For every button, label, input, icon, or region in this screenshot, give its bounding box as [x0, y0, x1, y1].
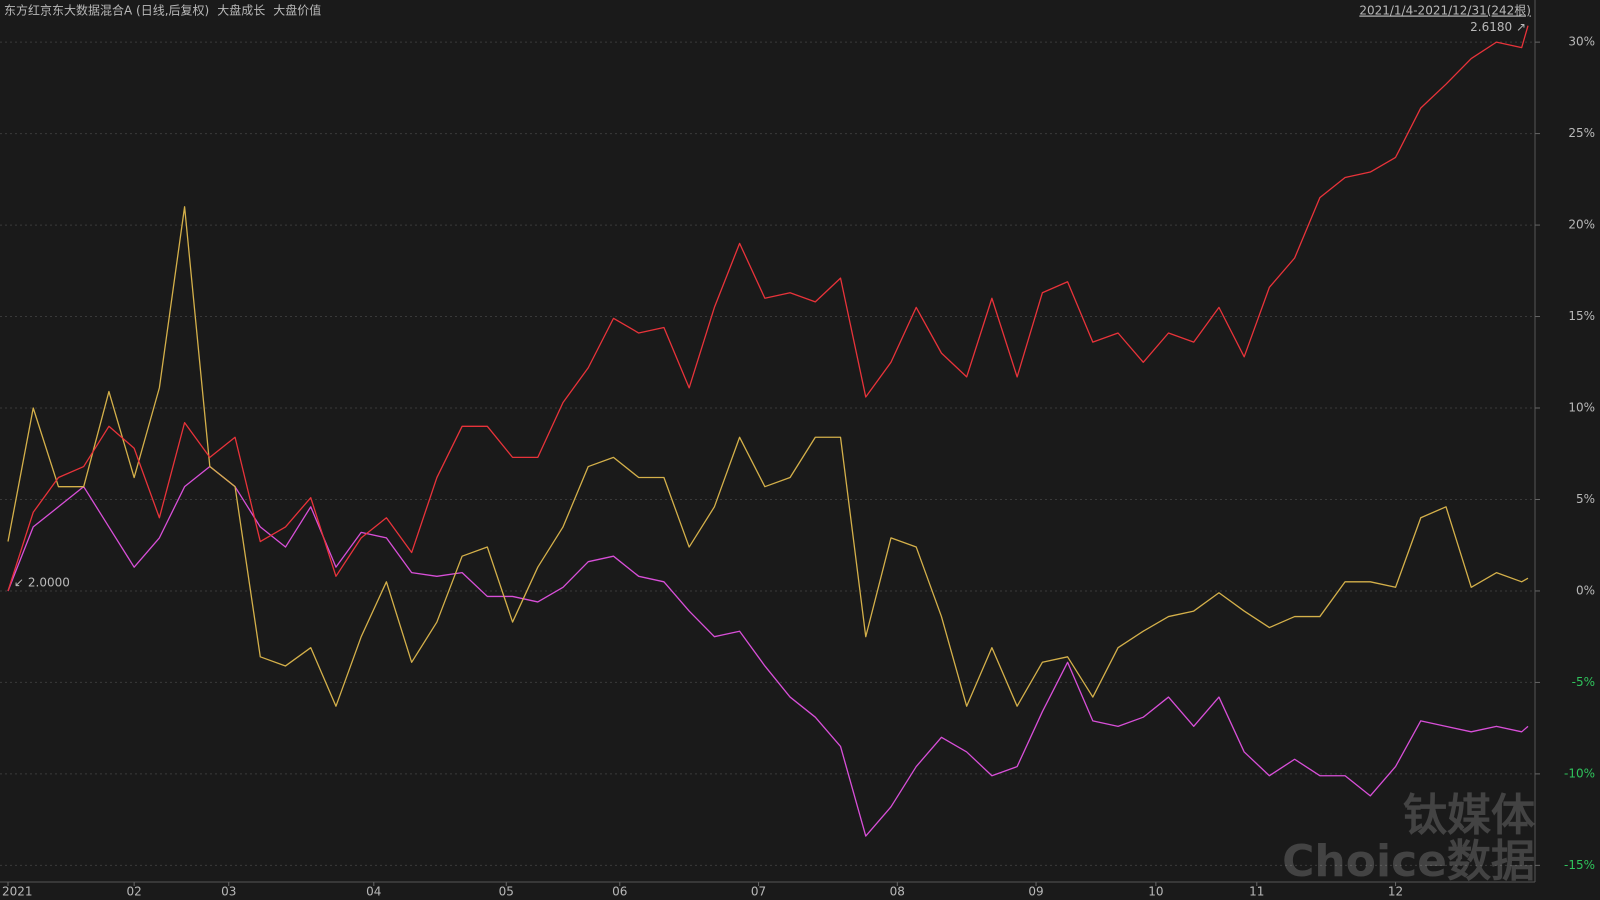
annotation: ↙ 2.0000: [14, 575, 70, 589]
series-line: [7, 25, 1529, 592]
series-line: [7, 465, 1529, 837]
annotation: 2.6180 ↗: [1470, 20, 1526, 34]
y-tick-label: -15%: [1564, 858, 1595, 872]
x-tick-label: 12: [1388, 885, 1403, 899]
x-tick-label: 04: [366, 885, 381, 899]
watermark: 钛媒体: [1403, 790, 1535, 841]
legend-entry: 东方红京东大数据混合A (日线,后复权): [4, 3, 209, 18]
x-tick-label: 02: [127, 885, 142, 899]
y-tick-label: 20%: [1568, 218, 1595, 232]
legend: 东方红京东大数据混合A (日线,后复权) 大盘成长 大盘价值: [4, 3, 321, 18]
y-tick-label: 10%: [1568, 401, 1595, 415]
series-line: [7, 206, 1529, 707]
y-tick-label: 30%: [1568, 35, 1595, 49]
x-tick-label: 03: [221, 885, 236, 899]
y-tick-label: 15%: [1568, 309, 1595, 323]
x-tick-label: 10: [1148, 885, 1163, 899]
x-tick-label: 07: [751, 885, 766, 899]
range-label[interactable]: 2021/1/4-2021/12/31(242根): [1359, 4, 1531, 18]
y-tick-label: 0%: [1576, 583, 1595, 597]
x-tick-label: 2021: [2, 885, 33, 899]
x-tick-label: 11: [1249, 885, 1264, 899]
watermark: Choice数据: [1282, 836, 1535, 887]
x-tick-label: 08: [890, 885, 905, 899]
y-tick-label: -5%: [1572, 675, 1595, 689]
y-tick-label: 5%: [1576, 492, 1595, 506]
x-tick-label: 06: [612, 885, 627, 899]
y-tick-label: -10%: [1564, 766, 1595, 780]
y-tick-label: 25%: [1568, 126, 1595, 140]
legend-entry: 大盘成长: [217, 3, 265, 18]
x-tick-label: 09: [1028, 885, 1043, 899]
x-tick-label: 05: [499, 885, 514, 899]
legend-entry: 大盘价值: [273, 3, 321, 18]
